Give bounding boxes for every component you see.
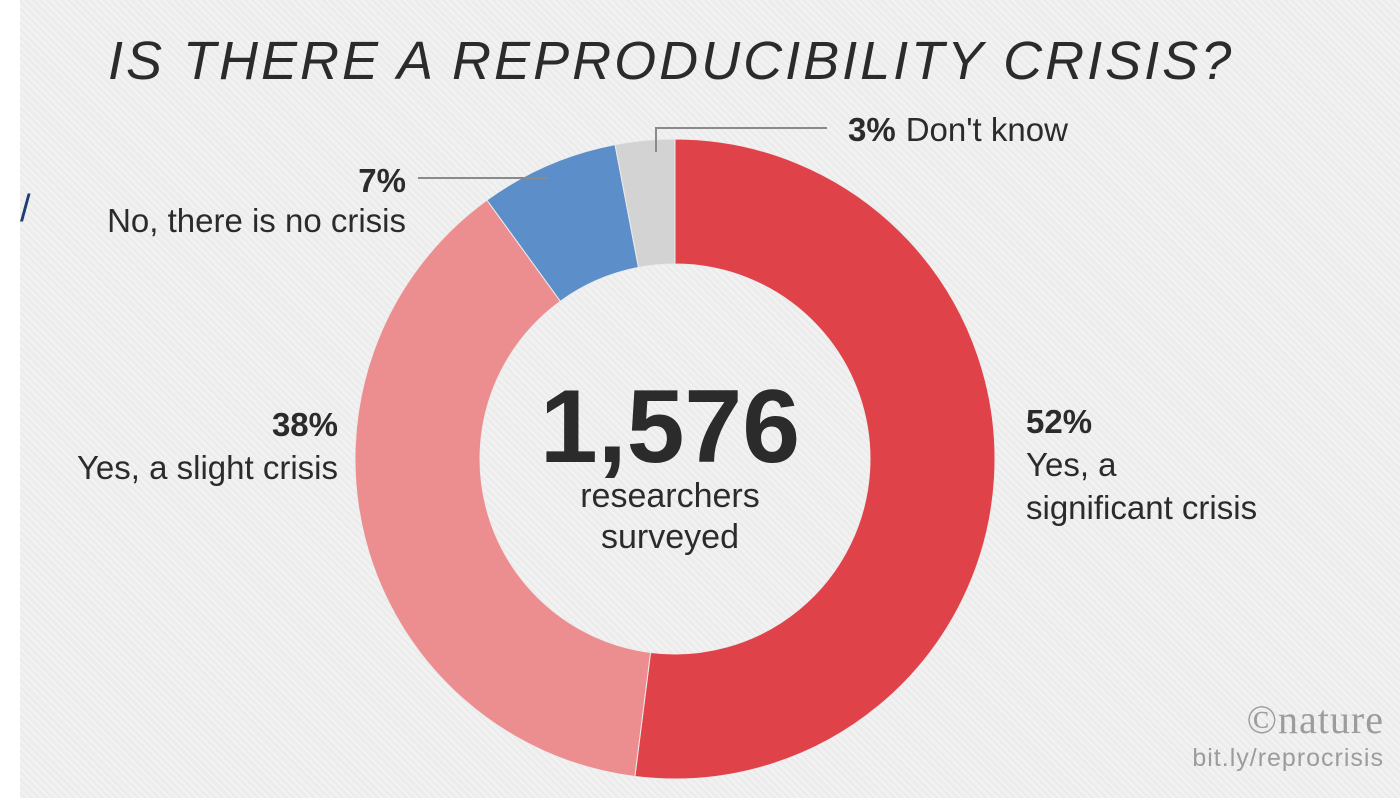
center-subtitle-line1: researchers (580, 477, 760, 515)
infographic-card: / IS THERE A REPRODUCIBILITY CRISIS? 52%… (20, 0, 1400, 798)
donut-chart: 52% Yes, a significant crisis 38% Yes, a… (77, 111, 1257, 780)
center-subtitle-line2: surveyed (601, 518, 739, 556)
slice-slight-crisis (354, 199, 652, 778)
source-branding: ©nature bit.ly/reprocrisis (1192, 700, 1384, 773)
slice-dont-know (614, 138, 676, 269)
nature-logo: ©nature (1246, 697, 1384, 742)
slice-label-text-slight: Yes, a slight crisis (77, 449, 338, 486)
chart-title: IS THERE A REPRODUCIBILITY CRISIS? (108, 31, 1235, 91)
edge-mark: / (20, 188, 31, 230)
slice-label-percent-significant: 52% (1026, 403, 1092, 440)
slice-label-percent-no-crisis: 7% (358, 162, 406, 199)
leader-line-dont-know (655, 127, 827, 152)
slice-label-dont-know: 3% Don't know (848, 111, 1068, 148)
slice-label-text-significant-1: Yes, a (1026, 446, 1117, 483)
slice-label-text-significant-2: significant crisis (1026, 489, 1257, 526)
slice-significant-crisis (634, 138, 996, 780)
leader-lines (418, 127, 827, 179)
slice-label-text-no-crisis: No, there is no crisis (107, 202, 406, 239)
slices-group (354, 138, 996, 780)
slice-label-percent-slight: 38% (272, 406, 338, 443)
source-url: bit.ly/reprocrisis (1192, 744, 1384, 772)
center-value: 1,576 (540, 369, 800, 485)
